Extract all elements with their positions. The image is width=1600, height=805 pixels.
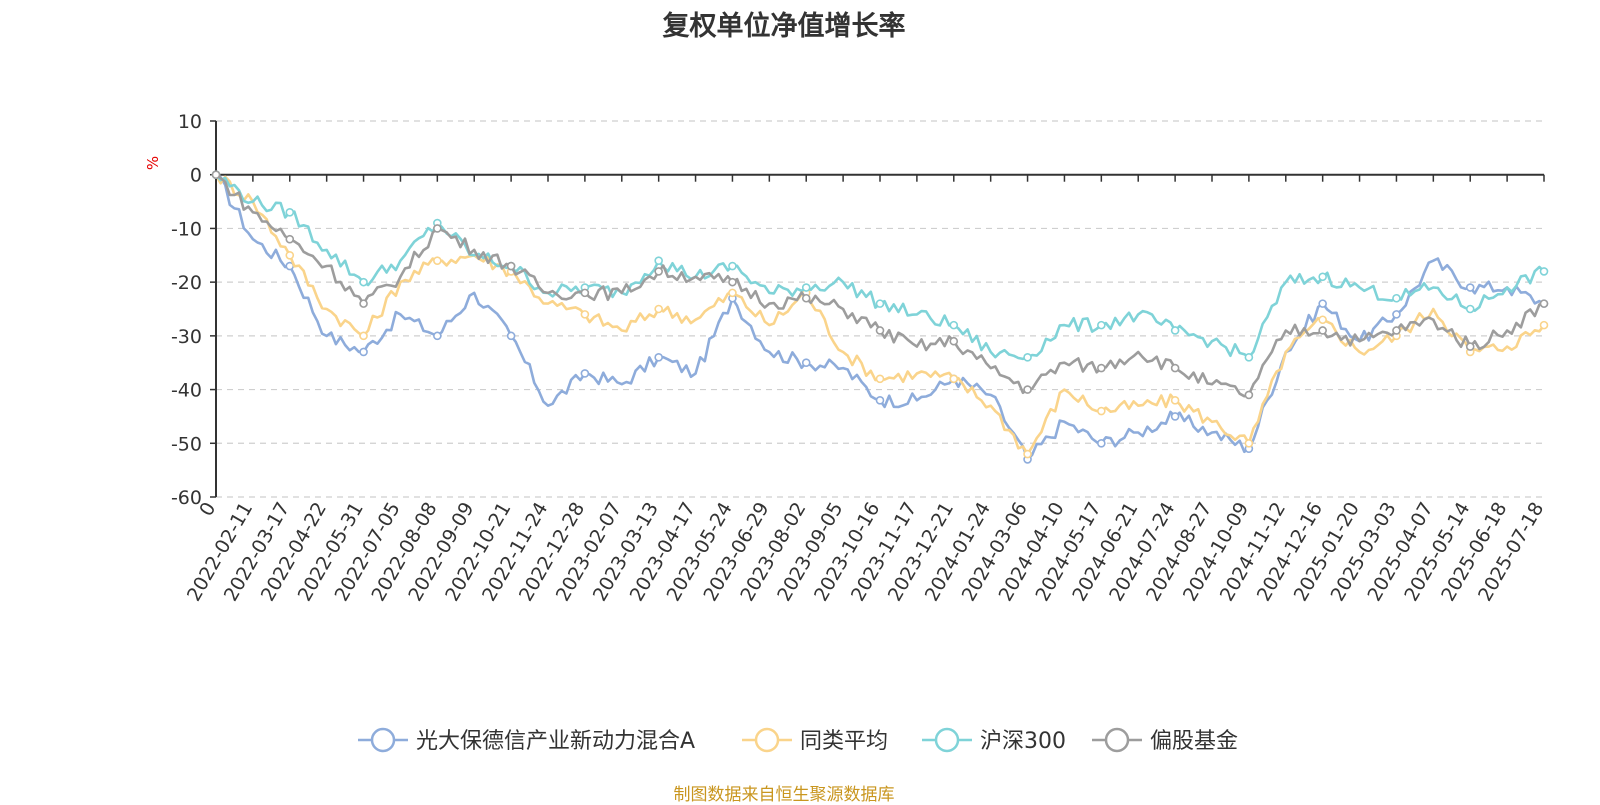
data-point: [359, 331, 368, 341]
source-note: 制图数据来自恒生聚源数据库: [673, 785, 895, 805]
data-point: [580, 310, 590, 319]
data-point: [1023, 449, 1032, 459]
y-tick-label: 0: [190, 165, 202, 187]
data-point: [1244, 390, 1254, 400]
series-line: [215, 173, 1545, 398]
data-point: [949, 320, 959, 330]
y-tick-label: -30: [171, 326, 202, 348]
legend-label: 沪深300: [980, 729, 1066, 754]
legend-item[interactable]: 偏股基金: [1092, 727, 1238, 754]
data-point: [728, 277, 737, 287]
data-point: [1170, 396, 1180, 405]
data-point: [1539, 299, 1549, 308]
data-point: [285, 250, 295, 260]
data-point: [506, 261, 516, 271]
data-point: [1244, 438, 1254, 448]
legend-item[interactable]: 同类平均: [742, 727, 888, 754]
data-point: [1392, 293, 1401, 303]
data-point: [949, 336, 959, 346]
data-point: [1097, 363, 1106, 373]
data-point: [1465, 342, 1475, 351]
axes: 100-10-20-30-40-50-60%02022-02-112022-03…: [144, 111, 1548, 605]
data-point: [1170, 326, 1180, 335]
data-point: [728, 288, 737, 298]
legend-marker-icon: [1104, 727, 1130, 753]
legend-marker-icon: [934, 727, 960, 753]
data-point: [875, 374, 885, 384]
data-point: [1392, 310, 1401, 319]
legend-label: 同类平均: [800, 729, 888, 754]
legend-item[interactable]: 沪深300: [922, 727, 1066, 754]
data-point: [654, 267, 663, 276]
data-point: [1392, 326, 1401, 335]
data-point: [359, 347, 368, 357]
data-point: [654, 353, 663, 362]
data-point: [801, 293, 811, 303]
data-point: [728, 261, 737, 271]
data-point: [1170, 363, 1180, 373]
data-point: [1170, 412, 1180, 421]
legend-item[interactable]: 光大保德信产业新动力混合A: [358, 727, 695, 754]
data-point: [359, 299, 368, 308]
data-point: [359, 277, 368, 287]
data-point: [580, 288, 590, 298]
data-point: [801, 283, 811, 292]
legend-marker-icon: [370, 727, 396, 753]
data-point: [875, 396, 885, 405]
y-axis-unit-label: %: [144, 156, 162, 170]
data-point: [949, 374, 959, 384]
data-point: [433, 224, 442, 233]
legend[interactable]: 光大保德信产业新动力混合A 同类平均 沪深300 偏股基金: [358, 727, 1238, 754]
y-tick-label: -10: [171, 218, 202, 240]
data-point: [654, 304, 663, 314]
y-tick-label: -20: [171, 272, 202, 294]
data-point: [875, 299, 885, 308]
series-line: [214, 174, 1546, 456]
series-lines: [211, 170, 1549, 464]
data-point: [801, 358, 811, 368]
data-point: [1539, 267, 1549, 276]
data-point: [1244, 353, 1254, 362]
chart-title: 复权单位净值增长率: [662, 11, 906, 42]
data-point: [211, 170, 221, 180]
y-tick-label: -40: [171, 380, 202, 402]
data-point: [433, 331, 442, 341]
legend-label: 光大保德信产业新动力混合A: [416, 729, 695, 754]
data-point: [285, 234, 295, 244]
data-point: [580, 369, 590, 378]
data-point: [1097, 406, 1106, 416]
y-tick-label: 10: [178, 111, 202, 133]
data-point: [1539, 320, 1549, 330]
data-point: [654, 256, 663, 265]
data-point: [1318, 272, 1327, 282]
data-point: [1097, 320, 1106, 330]
data-point: [285, 208, 295, 217]
data-point: [1465, 304, 1475, 314]
legend-marker-icon: [754, 727, 780, 753]
data-point: [506, 331, 516, 341]
data-point: [875, 326, 885, 335]
data-point: [1318, 299, 1327, 308]
y-tick-label: -50: [171, 433, 202, 455]
legend-label: 偏股基金: [1150, 729, 1238, 754]
data-point: [433, 256, 442, 265]
x-tick-label: 0: [195, 499, 220, 520]
data-point: [1023, 353, 1032, 362]
data-point: [1465, 283, 1475, 292]
data-point: [1023, 385, 1032, 394]
y-tick-label: -60: [171, 487, 202, 509]
data-point: [1318, 315, 1327, 325]
data-point: [1318, 326, 1327, 335]
series-line: [215, 173, 1545, 461]
data-point: [1097, 438, 1106, 448]
